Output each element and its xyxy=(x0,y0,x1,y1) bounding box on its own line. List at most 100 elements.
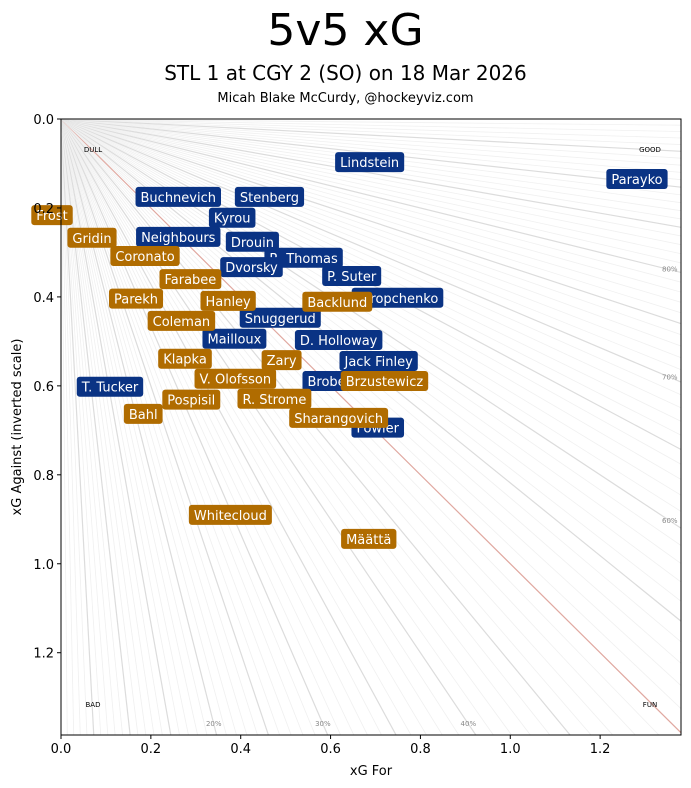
ratio-ray xyxy=(61,119,571,735)
plot-frame xyxy=(60,118,682,736)
ratio-ray xyxy=(61,119,681,264)
x-tick-label: 1.0 xyxy=(500,742,521,757)
x-tick-label: 0.0 xyxy=(51,742,72,757)
player-name: Kyrou xyxy=(214,212,251,227)
x-tick-label: 0.2 xyxy=(141,742,162,757)
y-tick-label: 0.6 xyxy=(33,380,54,395)
player-name: Klapka xyxy=(163,353,207,368)
ratio-ray xyxy=(61,119,75,735)
ratio-ray xyxy=(61,119,341,735)
ray-percent-label: 20% xyxy=(206,720,222,728)
player-label: Pospisil xyxy=(162,389,221,410)
ratio-ray xyxy=(61,119,681,126)
ratio-ray xyxy=(61,119,636,735)
ratio-ray xyxy=(61,119,123,735)
player-name: Buchnevich xyxy=(141,191,216,206)
player-labels: Lindstein Parayko Buchnevich Stenberg Kyrou N… xyxy=(31,152,668,549)
player-name: Hanley xyxy=(205,295,251,310)
ratio-ray xyxy=(61,119,681,336)
player-name: Whitecloud xyxy=(194,509,267,524)
player-label: Mailloux xyxy=(202,328,267,349)
ratio-ray xyxy=(61,119,681,293)
player-label-box xyxy=(289,407,389,428)
player-label-box xyxy=(261,350,302,371)
ray-percent-label: 80% xyxy=(662,266,678,274)
player-label-box xyxy=(200,290,256,311)
player-label: Frost xyxy=(31,205,73,226)
ratio-ray xyxy=(61,119,681,152)
player-name: Drouin xyxy=(231,236,274,251)
ray-percent-labels: 20% 30% 40% 60% 70% 80% xyxy=(206,266,678,728)
player-name: T. Tucker xyxy=(81,381,139,396)
player-label-box xyxy=(322,266,382,287)
ratio-ray xyxy=(61,119,131,735)
ratio-ray xyxy=(61,119,163,735)
player-name: Frost xyxy=(36,209,67,224)
player-name: Sharangovich xyxy=(294,412,383,427)
ratio-ray xyxy=(61,119,281,735)
even-line xyxy=(61,119,681,734)
player-label: Whitecloud xyxy=(188,504,272,525)
player-label-box xyxy=(234,186,305,207)
ratio-ray xyxy=(61,119,614,735)
player-label: Lindstein xyxy=(335,152,405,173)
player-name: Coleman xyxy=(153,315,211,330)
ratio-ray xyxy=(61,119,660,735)
player-label-box xyxy=(202,328,267,349)
player-label: Parayko xyxy=(606,169,668,190)
ratio-ray xyxy=(61,119,460,735)
ray-percent-label: 30% xyxy=(315,720,331,728)
ratio-ray xyxy=(61,119,681,132)
ratio-ray xyxy=(61,119,681,710)
ratio-ray xyxy=(61,119,531,735)
player-label-box xyxy=(188,504,272,525)
ratio-ray xyxy=(61,119,681,602)
ratio-ray xyxy=(61,119,355,735)
ratio-rays xyxy=(61,119,681,735)
ratio-ray xyxy=(61,119,397,735)
player-name: V. Olofsson xyxy=(200,373,272,388)
player-name: Farabee xyxy=(164,273,216,288)
player-label: P. Suter xyxy=(322,266,382,287)
player-label: Bahl xyxy=(123,403,163,424)
player-label-box xyxy=(264,247,343,268)
chart-subtitle: STL 1 at CGY 2 (SO) on 18 Mar 2026 xyxy=(164,61,527,85)
y-tick-label: 0.4 xyxy=(33,291,54,306)
ratio-ray xyxy=(61,119,681,325)
ratio-ray xyxy=(61,119,189,735)
player-label: Määttä xyxy=(341,528,397,549)
ratio-ray xyxy=(61,119,681,237)
player-name: D. Holloway xyxy=(300,334,378,349)
player-label-box xyxy=(335,152,405,173)
ratio-ray xyxy=(61,119,681,512)
ratio-ray xyxy=(61,119,95,735)
player-label-box xyxy=(147,310,216,331)
ratio-ray xyxy=(61,119,681,314)
ratio-ray xyxy=(61,119,681,274)
ratio-ray xyxy=(61,119,270,735)
player-label-box xyxy=(237,388,312,409)
player-label-box xyxy=(208,207,256,228)
x-tick-label: 1.2 xyxy=(590,742,611,757)
player-label: Neighbours xyxy=(136,226,221,247)
ratio-ray xyxy=(61,119,139,735)
ratio-ray xyxy=(61,119,147,735)
player-label-box xyxy=(162,389,221,410)
player-label: Gridin xyxy=(67,227,117,248)
ratio-ray xyxy=(61,119,681,228)
ratio-ray xyxy=(61,119,180,735)
player-label-box xyxy=(294,330,383,351)
player-name: Neighbours xyxy=(141,231,216,246)
player-label: Stenberg xyxy=(234,186,305,207)
corner-label-good: GOOD xyxy=(639,146,661,154)
player-label-box xyxy=(302,291,373,312)
ratio-ray xyxy=(61,119,681,643)
ratio-ray xyxy=(61,119,681,622)
player-label-box xyxy=(341,528,397,549)
player-label-box xyxy=(606,169,668,190)
player-name: Bahl xyxy=(129,408,158,423)
player-label-box xyxy=(76,376,144,397)
ratio-ray xyxy=(61,119,681,347)
ratio-ray xyxy=(61,119,513,735)
